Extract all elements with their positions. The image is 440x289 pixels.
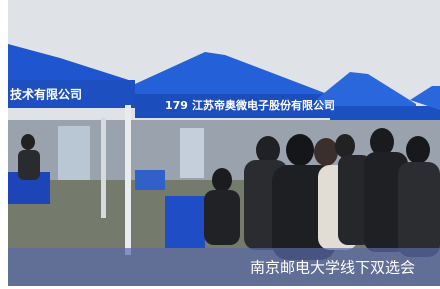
chair	[135, 170, 165, 190]
person	[256, 136, 280, 164]
person	[406, 136, 430, 164]
banner-text: 技术有限公司	[10, 87, 82, 102]
person	[335, 134, 355, 158]
person	[18, 150, 40, 180]
person	[314, 138, 338, 166]
tent-pole	[101, 118, 106, 218]
person	[21, 134, 35, 150]
table	[165, 196, 205, 248]
banner-number: 179	[165, 99, 188, 112]
caption: 南京邮电大学线下双选会	[250, 259, 415, 277]
tent-banner	[330, 106, 440, 120]
person	[204, 190, 240, 245]
photo: 技术有限公司 179 江苏帝奥微电子股份有限公司 南京邮电大学线下双选会	[0, 0, 440, 289]
tent-pole	[125, 105, 131, 255]
poster-board	[58, 126, 90, 180]
person	[286, 134, 314, 166]
poster-board	[180, 128, 204, 178]
person	[398, 162, 440, 257]
person	[370, 128, 394, 156]
person	[212, 168, 232, 192]
banner-text: 江苏帝奥微电子股份有限公司	[192, 98, 335, 112]
